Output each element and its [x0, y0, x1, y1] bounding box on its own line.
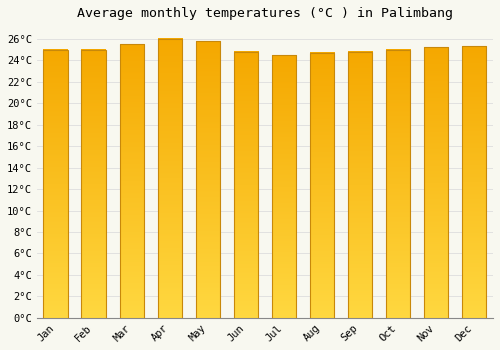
Bar: [158, 39, 182, 318]
Bar: [234, 52, 258, 318]
Bar: [310, 53, 334, 318]
Bar: [120, 44, 144, 318]
Bar: [424, 47, 448, 318]
Bar: [386, 49, 410, 318]
Title: Average monthly temperatures (°C ) in Palimbang: Average monthly temperatures (°C ) in Pa…: [77, 7, 453, 20]
Bar: [348, 52, 372, 318]
Bar: [44, 49, 68, 318]
Bar: [272, 55, 296, 318]
Bar: [462, 46, 486, 318]
Bar: [196, 41, 220, 318]
Bar: [82, 49, 106, 318]
